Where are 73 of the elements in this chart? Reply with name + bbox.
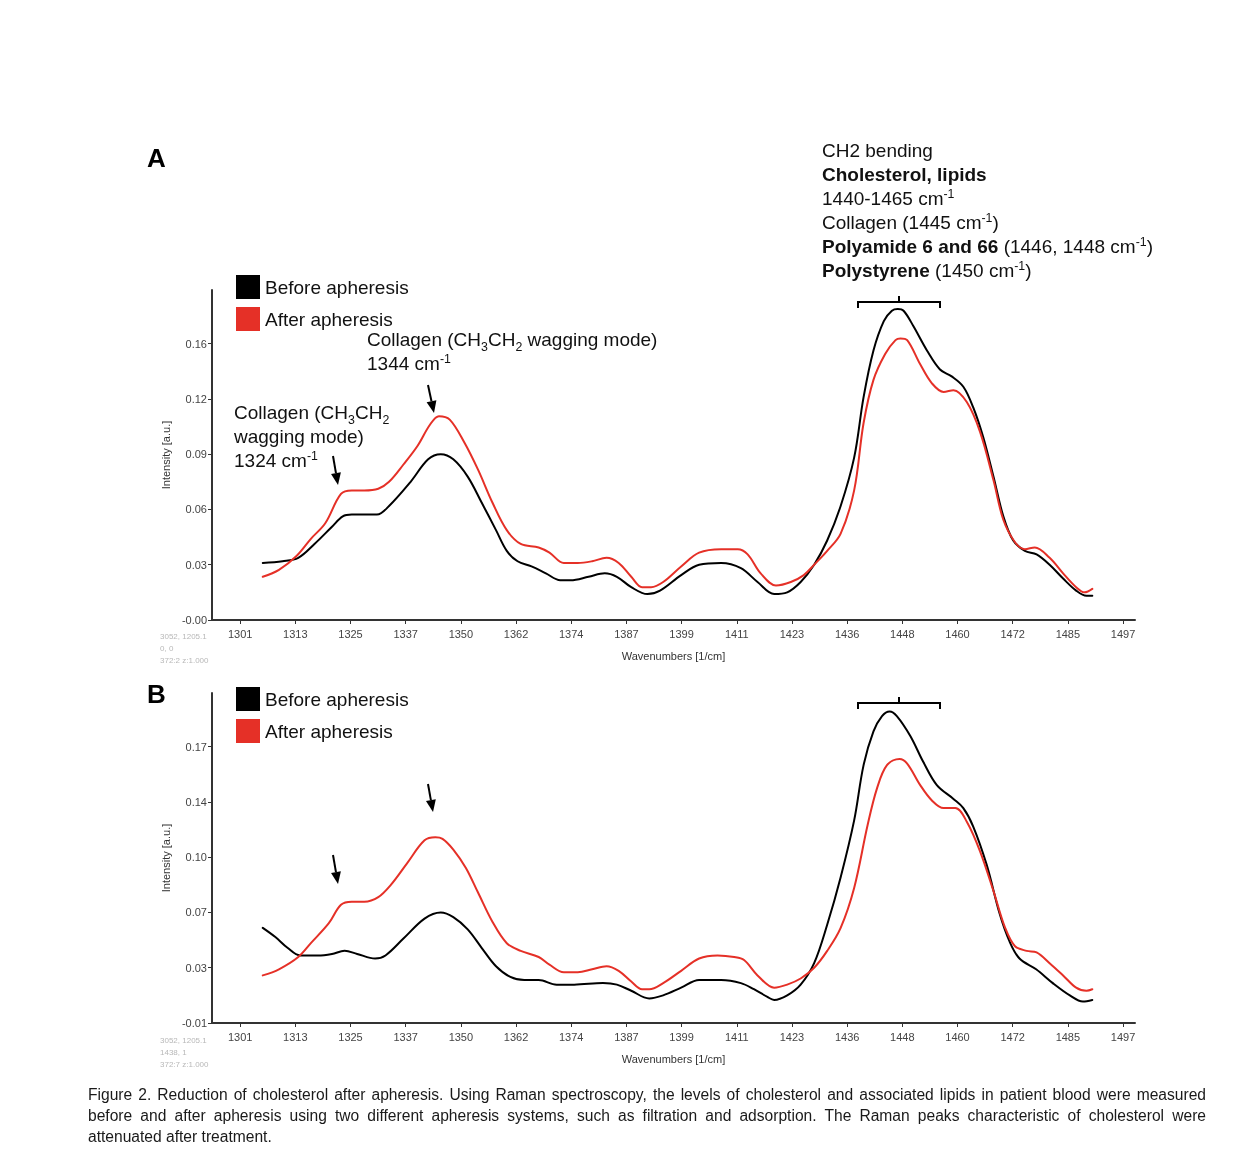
y-tick-label: 0.09	[185, 448, 207, 461]
x-tick-label: 1423	[779, 1030, 805, 1043]
x-tick-label: 1436	[834, 1030, 860, 1043]
text: 1438, 1	[160, 1048, 187, 1057]
chart-title: B	[147, 679, 166, 709]
x-tick-label: 1325	[338, 1030, 363, 1043]
x-tick-label: 1301	[227, 1030, 253, 1043]
text: (1450 cm$^{-1}$)	[935, 258, 1032, 281]
y-tick-label: 0.16	[185, 337, 207, 350]
y-tick-label: -0.00	[181, 614, 207, 626]
y-axis-title: Intensity [a.u.]	[159, 420, 172, 490]
text: Collagen (1445 cm$^{-1}$)	[822, 210, 999, 233]
text: 3052, 1205.1	[160, 1036, 207, 1045]
x-tick-label: 1337	[393, 627, 418, 640]
x-tick-label: 1497	[1110, 627, 1136, 640]
x-tick-label: 1301	[227, 627, 253, 640]
y-tick-label: 0.10	[185, 851, 207, 864]
x-tick-label: 1411	[724, 627, 749, 640]
x-tick-label: 1362	[503, 1030, 529, 1043]
x-tick-label: 1313	[283, 627, 308, 640]
caption: Figure 2. Reduction of cholesterol after apheresis. Using Raman spectroscopy, the levels of cholesterol and associated lipids in patient blood were measured before and after apheresis using two different apheresis systems, such as filtration and adsorption. The Raman peaks characteristic of cholesterol were attenuated after treatment.	[88, 1086, 1206, 1145]
text: (1446, 1448 cm$^{-1}$)	[1003, 234, 1153, 257]
x-tick-label: 1485	[1055, 1030, 1081, 1043]
x-tick-label: 1362	[503, 627, 529, 640]
x-axis-title: Wavenumbers [1/cm]	[621, 1052, 726, 1065]
y-tick-label: 0.03	[185, 558, 207, 571]
y-tick-label: -0.01	[181, 1017, 207, 1029]
y-tick-label: 0.14	[185, 795, 207, 808]
line-series	[261, 710, 1094, 1003]
x-tick-label: 1350	[448, 627, 474, 640]
x-tick-label: 1387	[614, 627, 639, 640]
x-tick-label: 1399	[669, 627, 694, 640]
text: CH2 bending	[822, 140, 933, 161]
x-tick-label: 1411	[724, 1030, 749, 1043]
text: Polystyrene	[822, 260, 930, 281]
x-tick-label: 1448	[890, 1030, 915, 1043]
x-tick-label: 1448	[890, 627, 915, 640]
x-tick-label: 1387	[614, 1030, 639, 1043]
text: Collagen (CH$_{3}$CH$_{2}$ wagging mode) 1344 cm$^{-1}$	[367, 329, 658, 374]
x-tick-label: 1374	[558, 627, 584, 640]
x-tick-label: 1337	[393, 1030, 418, 1043]
y-tick-label: 0.12	[185, 392, 207, 405]
x-tick-label: 1313	[283, 1030, 308, 1043]
text: 1440-1465 cm$^{-1}$	[822, 186, 955, 209]
y-tick-label: 0.17	[185, 740, 207, 753]
text: 3052, 1205.1	[160, 632, 207, 641]
x-tick-label: 1460	[945, 1030, 970, 1043]
text: 372:2 z:1.000	[160, 656, 209, 665]
x-tick-label: 1460	[945, 627, 970, 640]
legend-label: Before apheresis	[265, 276, 409, 298]
x-tick-label: 1485	[1055, 627, 1081, 640]
text: Polyamide 6 and 66	[822, 236, 999, 257]
x-tick-label: 1374	[558, 1030, 584, 1043]
y-tick-label: 0.07	[185, 906, 207, 919]
x-tick-label: 1472	[1000, 627, 1025, 640]
x-tick-label: 1423	[779, 627, 805, 640]
text: Cholesterol, lipids	[822, 164, 987, 185]
x-tick-label: 1472	[1000, 1030, 1025, 1043]
x-tick-label: 1399	[669, 1030, 694, 1043]
legend-label: After apheresis	[265, 720, 393, 742]
x-tick-label: 1497	[1110, 1030, 1136, 1043]
legend-label: After apheresis	[265, 308, 393, 330]
text: Collagen (CH$_{3}$CH$_{2}$ wagging mode) 1324 cm$^{-1}$	[234, 402, 390, 471]
y-tick-label: 0.03	[185, 961, 207, 974]
chart-title: A	[147, 143, 166, 173]
x-axis-title: Wavenumbers [1/cm]	[621, 649, 726, 662]
y-tick-label: 0.06	[185, 503, 207, 516]
y-axis-title: Intensity [a.u.]	[159, 823, 172, 893]
x-tick-label: 1436	[834, 627, 860, 640]
x-tick-label: 1325	[338, 627, 363, 640]
line-series	[261, 758, 1094, 992]
x-tick-label: 1350	[448, 1030, 474, 1043]
legend-label: Before apheresis	[265, 688, 409, 710]
